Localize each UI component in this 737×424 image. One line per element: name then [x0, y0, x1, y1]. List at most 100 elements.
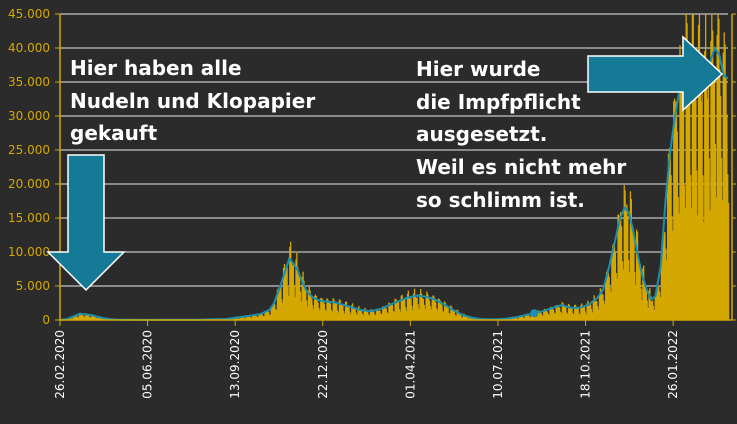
bar — [91, 314, 94, 320]
bar — [317, 302, 319, 320]
bar — [341, 304, 343, 320]
bar — [440, 301, 442, 320]
bar — [302, 271, 304, 320]
bar — [578, 312, 580, 320]
bar — [462, 313, 464, 320]
bar — [632, 227, 634, 320]
bar — [68, 318, 71, 320]
bar — [723, 32, 725, 321]
bar — [381, 314, 383, 320]
bar — [706, 98, 709, 320]
bar — [95, 317, 97, 320]
bar — [405, 310, 408, 320]
bar — [614, 252, 617, 320]
bar — [69, 318, 72, 320]
bar — [692, 14, 694, 320]
bar — [697, 215, 699, 320]
bar — [258, 313, 260, 320]
bar — [347, 306, 349, 320]
bar — [391, 305, 394, 320]
bar — [710, 40, 712, 320]
right-arrow-icon — [587, 35, 724, 112]
bar — [458, 312, 460, 320]
bar — [79, 312, 81, 320]
bar — [269, 315, 271, 320]
bar — [282, 303, 284, 320]
bars — [60, 14, 730, 321]
bar — [666, 259, 668, 320]
bar — [649, 287, 651, 320]
bar — [425, 295, 427, 320]
bar — [428, 300, 431, 320]
bar — [235, 317, 237, 320]
bar — [369, 310, 371, 320]
bar — [618, 214, 620, 320]
bar — [422, 298, 425, 320]
bar — [96, 318, 98, 320]
bar — [401, 294, 403, 320]
bar — [351, 303, 354, 320]
bar — [94, 316, 96, 320]
bar — [92, 315, 95, 320]
bar — [410, 297, 412, 320]
bar — [564, 305, 566, 320]
bar — [312, 305, 314, 320]
bar — [461, 317, 463, 320]
bar — [602, 294, 604, 320]
bar — [327, 299, 329, 320]
x-tick-label: 26.01.2022 — [666, 330, 680, 399]
bar — [689, 70, 691, 320]
bar — [690, 208, 693, 320]
bar — [555, 305, 557, 320]
bar — [87, 314, 89, 320]
bar — [590, 309, 593, 320]
bar — [245, 316, 248, 320]
bar — [333, 299, 335, 320]
bar — [266, 310, 268, 320]
bar — [680, 57, 682, 320]
bar — [522, 317, 525, 320]
bar — [604, 303, 606, 320]
bar — [658, 291, 661, 320]
bar — [558, 305, 560, 320]
bar — [254, 315, 256, 320]
bar — [290, 241, 292, 320]
bar — [670, 175, 672, 320]
bar — [713, 78, 716, 320]
bar — [656, 287, 658, 320]
bar — [294, 297, 296, 320]
bar — [286, 267, 288, 320]
bar — [651, 301, 653, 320]
bar — [408, 297, 410, 320]
bar — [524, 314, 526, 320]
bar — [300, 301, 302, 320]
bar — [702, 175, 704, 320]
bar — [520, 316, 522, 320]
bar — [419, 293, 421, 320]
bar — [712, 77, 715, 320]
bar — [588, 304, 590, 320]
bar — [567, 303, 570, 320]
bar — [591, 312, 594, 320]
bar — [239, 316, 241, 320]
bar — [611, 250, 613, 320]
bar — [413, 293, 415, 320]
bar — [569, 307, 571, 320]
bar — [688, 58, 690, 320]
bar — [319, 310, 321, 320]
bar — [414, 294, 417, 320]
bar — [388, 302, 390, 320]
bar — [309, 290, 311, 320]
bar — [417, 304, 419, 320]
bar — [593, 295, 595, 320]
bar — [382, 306, 385, 320]
x-tick-label: 05.06.2020 — [141, 330, 155, 399]
bar — [466, 317, 469, 320]
bar — [718, 18, 720, 321]
bar — [329, 303, 332, 320]
bar — [537, 310, 540, 320]
down-arrow-icon — [46, 154, 126, 292]
bar — [352, 307, 355, 320]
bar — [83, 316, 85, 320]
